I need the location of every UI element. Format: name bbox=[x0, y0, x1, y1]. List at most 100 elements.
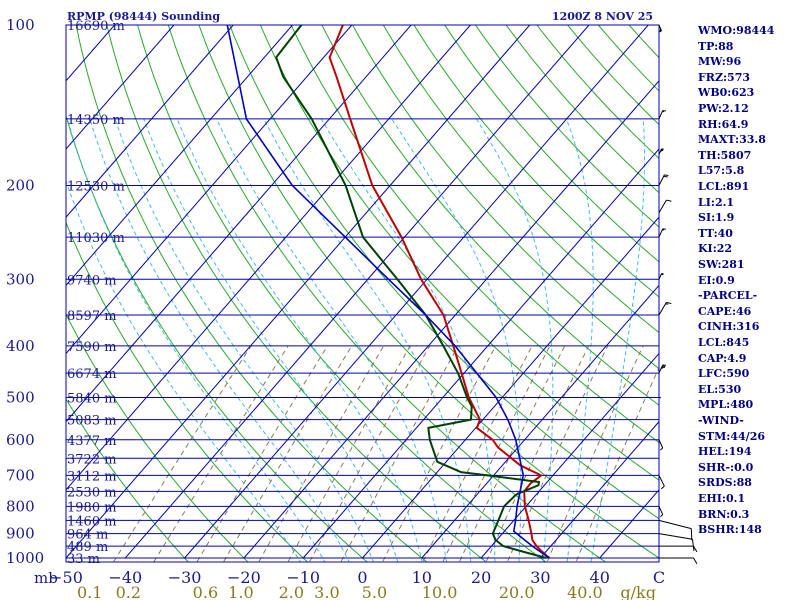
dry-adiabat bbox=[66, 221, 309, 562]
barb-flag bbox=[659, 29, 662, 32]
moist-adiabat bbox=[114, 118, 375, 562]
index-line: BRN:0.3 bbox=[698, 507, 750, 521]
index-line: BSHR:148 bbox=[698, 523, 762, 537]
wind-barb bbox=[659, 397, 662, 399]
index-line: CAP:4.9 bbox=[698, 351, 747, 365]
isotherm bbox=[66, 25, 293, 287]
sounding-time: 1200Z 8 NOV 25 bbox=[552, 10, 653, 23]
barb-flag bbox=[661, 485, 665, 490]
height-label: 12530 m bbox=[67, 179, 125, 194]
barb-staff bbox=[658, 519, 692, 530]
mixing-ratio-line bbox=[485, 345, 590, 562]
isotherm bbox=[302, 148, 659, 559]
pressure-tick-label: 900 bbox=[6, 525, 35, 543]
barb-flag bbox=[660, 447, 664, 451]
mixing-ratio-line bbox=[340, 345, 459, 562]
wind-barb bbox=[658, 439, 664, 451]
mixing-ratio-line bbox=[153, 345, 289, 562]
mixing-ratio-line bbox=[382, 345, 497, 562]
wind-barb bbox=[659, 545, 698, 553]
barb-staff bbox=[658, 110, 664, 120]
wind-barb bbox=[658, 228, 666, 238]
mixing-ratio-line bbox=[196, 345, 328, 562]
pressure-tick-label: 700 bbox=[6, 466, 35, 484]
height-label: 5083 m bbox=[67, 414, 117, 429]
height-label: 11030 m bbox=[67, 231, 125, 246]
pressure-tick-label: 600 bbox=[6, 431, 35, 449]
index-line: MAXT:33.8 bbox=[698, 133, 766, 147]
index-line: SW:281 bbox=[698, 258, 745, 271]
pressure-tick-label: 100 bbox=[6, 16, 35, 34]
isotherm bbox=[362, 216, 659, 559]
temperature-tick-label: 10 bbox=[412, 568, 432, 587]
isotherm bbox=[66, 25, 175, 150]
chart-series bbox=[226, 25, 550, 559]
barb-staff bbox=[658, 273, 662, 280]
index-line: CAPE:46 bbox=[698, 304, 752, 318]
height-label: 964 m bbox=[67, 528, 108, 543]
barb-flag bbox=[666, 301, 672, 305]
isotherm bbox=[124, 25, 590, 559]
index-line: TH:5807 bbox=[698, 148, 752, 162]
height-label: 1980 m bbox=[67, 500, 117, 515]
height-label: 489 m bbox=[67, 540, 108, 555]
barb-flag bbox=[693, 557, 698, 565]
moist-adiabat bbox=[176, 118, 423, 562]
isotherm bbox=[66, 25, 531, 559]
pressure-tick-label: 800 bbox=[6, 497, 35, 515]
barb-flag bbox=[693, 545, 698, 553]
height-label: 14350 m bbox=[67, 113, 125, 128]
mixing-ratio-tick-label: 20.0 bbox=[499, 583, 535, 600]
temperature-tick-label: 0 bbox=[357, 568, 367, 587]
wind-barbs bbox=[658, 24, 698, 565]
barb-staff bbox=[658, 364, 664, 374]
isotherm bbox=[243, 80, 659, 559]
wind-barb bbox=[658, 24, 662, 33]
barb-staff bbox=[658, 24, 662, 31]
parcel-line bbox=[226, 25, 550, 559]
index-line: -PARCEL- bbox=[698, 289, 758, 303]
temperature-tick-label: C bbox=[653, 568, 665, 587]
index-line: MPL:480 bbox=[698, 398, 754, 412]
barb-staff bbox=[658, 228, 664, 238]
index-line: MW:96 bbox=[698, 55, 742, 69]
index-line: STM:44/26 bbox=[698, 429, 765, 443]
height-label: 8597 m bbox=[67, 309, 117, 324]
isotherm bbox=[66, 25, 471, 491]
isotherm bbox=[480, 352, 659, 559]
wind-barb bbox=[658, 273, 664, 280]
dry-adiabat bbox=[597, 25, 659, 92]
moist-adiabat bbox=[590, 118, 645, 562]
pressure-axis-label: mb bbox=[34, 569, 58, 587]
index-line: PW:2.12 bbox=[698, 102, 749, 115]
isotherm bbox=[66, 25, 353, 355]
height-label: 16690 m bbox=[67, 19, 125, 34]
mixing-ratio-tick-label: g/kg bbox=[620, 583, 656, 600]
mixing-ratio-tick-label: 0.6 bbox=[193, 583, 218, 600]
pressure-tick-label: 1000 bbox=[6, 549, 44, 567]
wind-barb bbox=[658, 475, 665, 490]
dry-adiabat bbox=[66, 313, 249, 562]
mixing-ratio-line bbox=[287, 345, 411, 562]
height-label: 9740 m bbox=[67, 273, 117, 288]
temperature-tick-label: −50 bbox=[49, 568, 83, 587]
mixing-ratio-line bbox=[575, 366, 659, 562]
index-line: HEL:194 bbox=[698, 445, 752, 459]
wind-barb bbox=[658, 110, 666, 120]
pressure-tick-label: 300 bbox=[6, 270, 35, 288]
wind-barb bbox=[658, 148, 664, 155]
barb-staff bbox=[658, 439, 664, 449]
index-line: LI:2.1 bbox=[698, 195, 735, 209]
temperature-tick-label: 40 bbox=[590, 568, 610, 587]
barb-flag bbox=[660, 514, 664, 518]
mixing-ratio-line bbox=[258, 345, 385, 562]
height-label: 33 m bbox=[67, 552, 100, 567]
height-label: 3112 m bbox=[67, 469, 117, 484]
wind-barb bbox=[658, 533, 695, 552]
index-line: CINH:316 bbox=[698, 320, 760, 334]
height-label: 1460 m bbox=[67, 514, 117, 529]
wind-barb bbox=[658, 506, 664, 518]
wind-barb bbox=[658, 301, 672, 316]
index-line: KI:22 bbox=[698, 242, 733, 256]
